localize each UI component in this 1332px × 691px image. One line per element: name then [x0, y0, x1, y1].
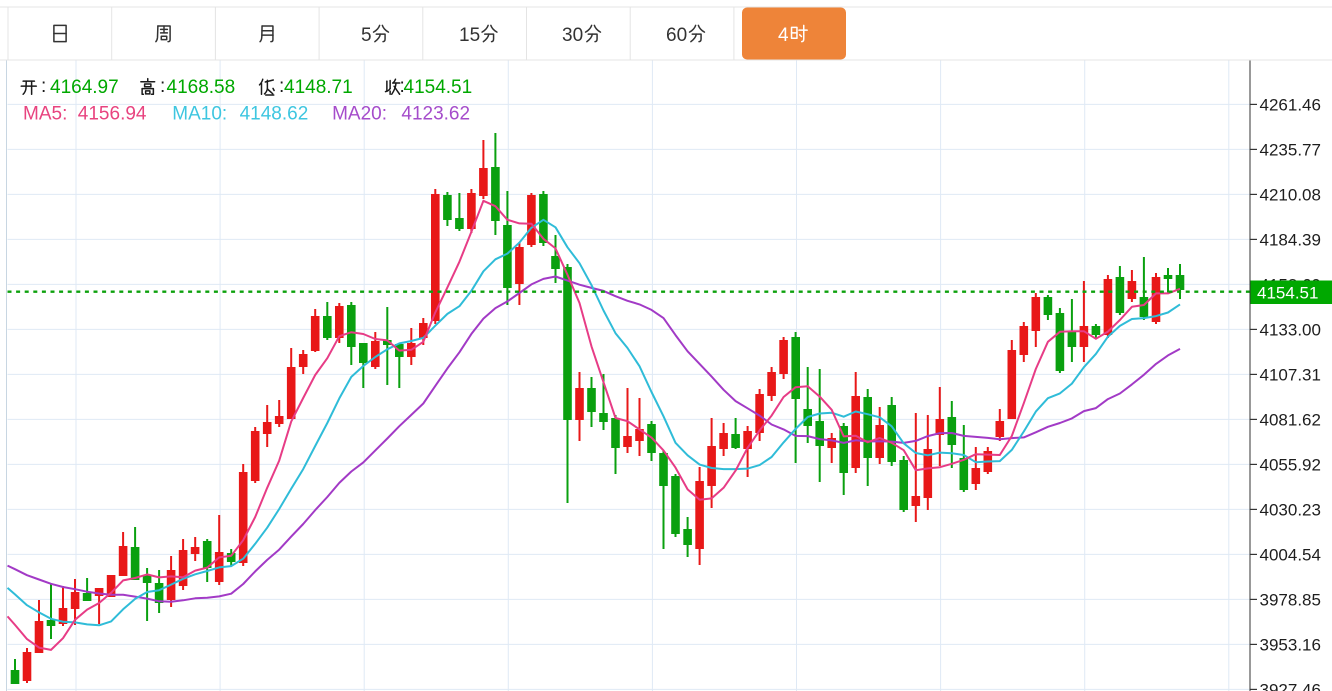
svg-text:30: 30	[562, 25, 583, 46]
svg-text:60: 60	[666, 25, 687, 46]
svg-text:4: 4	[778, 25, 789, 46]
svg-text:4030.23: 4030.23	[1260, 500, 1321, 519]
svg-text:4235.77: 4235.77	[1260, 140, 1321, 159]
svg-text:4004.54: 4004.54	[1260, 545, 1321, 564]
svg-text:4133.00: 4133.00	[1260, 320, 1321, 339]
svg-text:3978.85: 3978.85	[1260, 590, 1321, 609]
svg-text:4148.71: 4148.71	[284, 77, 353, 98]
svg-text:4261.46: 4261.46	[1260, 95, 1321, 114]
svg-text:5: 5	[361, 25, 372, 46]
svg-text:4168.58: 4168.58	[167, 77, 236, 98]
svg-text:4184.39: 4184.39	[1260, 230, 1321, 249]
svg-text::: :	[400, 76, 405, 97]
svg-text:MA10: 4148.62: MA10: 4148.62	[172, 104, 308, 125]
svg-text:4154.51: 4154.51	[1257, 284, 1318, 303]
svg-text:4055.92: 4055.92	[1260, 455, 1321, 474]
svg-text:4154.51: 4154.51	[404, 77, 473, 98]
svg-text:3927.46: 3927.46	[1260, 680, 1321, 691]
svg-text::: :	[41, 76, 46, 97]
svg-text:MA20: 4123.62: MA20: 4123.62	[332, 104, 470, 125]
svg-text::: :	[160, 76, 165, 97]
svg-text:3953.16: 3953.16	[1260, 635, 1321, 654]
svg-text:4210.08: 4210.08	[1260, 185, 1321, 204]
svg-text:4081.62: 4081.62	[1260, 410, 1321, 429]
svg-text:MA5: 4156.94: MA5: 4156.94	[23, 104, 147, 125]
svg-text:4107.31: 4107.31	[1260, 365, 1321, 384]
svg-text::: :	[279, 76, 284, 97]
svg-text:15: 15	[459, 25, 480, 46]
svg-text:4164.97: 4164.97	[50, 77, 119, 98]
